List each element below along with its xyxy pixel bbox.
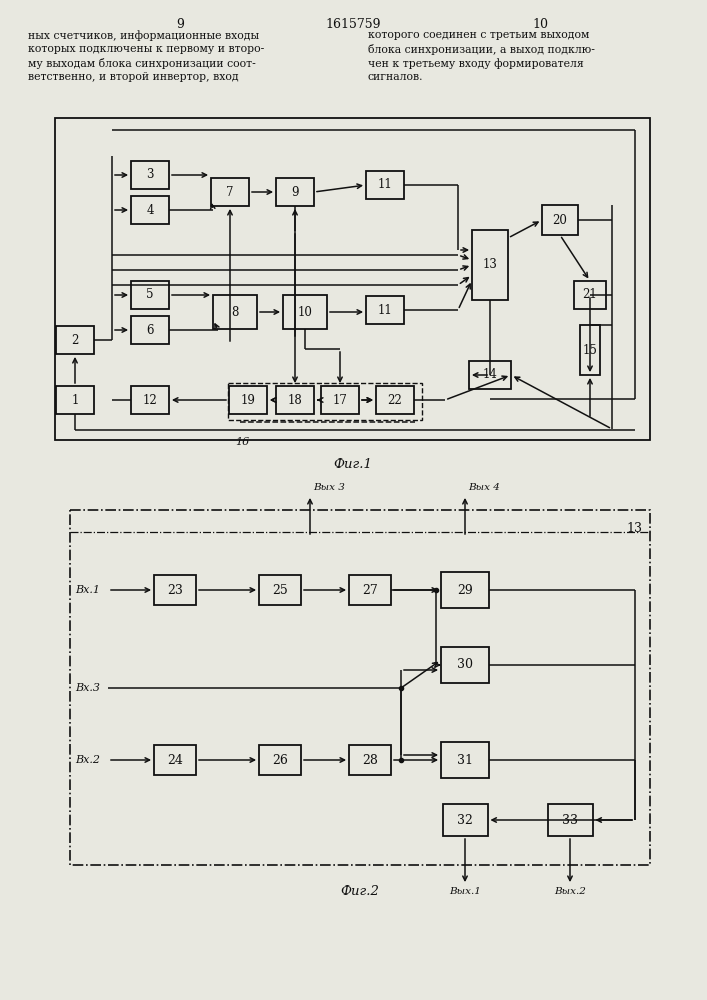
Bar bbox=[56, 326, 94, 354]
Text: 29: 29 bbox=[457, 584, 473, 596]
Bar bbox=[276, 386, 314, 414]
Text: Вых 3: Вых 3 bbox=[313, 483, 345, 492]
Text: 23: 23 bbox=[167, 584, 183, 596]
Bar bbox=[259, 745, 301, 775]
Text: 9: 9 bbox=[291, 186, 299, 198]
Text: 22: 22 bbox=[387, 393, 402, 406]
Text: 17: 17 bbox=[332, 393, 347, 406]
Bar bbox=[472, 230, 508, 300]
Text: 1615759: 1615759 bbox=[325, 18, 381, 31]
Text: 30: 30 bbox=[457, 658, 473, 672]
Bar bbox=[542, 205, 578, 235]
Bar bbox=[259, 575, 301, 605]
Text: 32: 32 bbox=[457, 814, 473, 826]
Text: 27: 27 bbox=[362, 584, 378, 596]
Text: 9: 9 bbox=[176, 18, 184, 31]
Text: 20: 20 bbox=[553, 214, 568, 227]
Bar bbox=[580, 325, 600, 375]
Text: Фиг.2: Фиг.2 bbox=[341, 885, 380, 898]
Bar bbox=[349, 575, 391, 605]
Bar bbox=[366, 171, 404, 199]
Text: 25: 25 bbox=[272, 584, 288, 596]
Bar bbox=[441, 742, 489, 778]
Text: ных счетчиков, информационные входы
которых подключены к первому и второ-
му вых: ных счетчиков, информационные входы кото… bbox=[28, 30, 264, 82]
Bar bbox=[321, 386, 359, 414]
Text: 3: 3 bbox=[146, 168, 153, 182]
Text: Вых.1: Вых.1 bbox=[449, 887, 481, 896]
Bar bbox=[55, 118, 650, 440]
Text: 10: 10 bbox=[298, 306, 312, 318]
Bar bbox=[443, 804, 488, 836]
Bar bbox=[154, 745, 196, 775]
Bar bbox=[131, 281, 169, 309]
Bar bbox=[376, 386, 414, 414]
Text: Вх.2: Вх.2 bbox=[75, 755, 100, 765]
Bar bbox=[574, 281, 606, 309]
Text: 2: 2 bbox=[71, 334, 78, 347]
Bar bbox=[70, 510, 650, 865]
Text: Вых 4: Вых 4 bbox=[468, 483, 500, 492]
Text: 6: 6 bbox=[146, 324, 153, 336]
Bar bbox=[547, 804, 592, 836]
Bar bbox=[441, 647, 489, 683]
Text: 15: 15 bbox=[583, 344, 597, 357]
Text: Фиг.1: Фиг.1 bbox=[333, 458, 372, 471]
Text: 16: 16 bbox=[235, 437, 250, 447]
Bar bbox=[228, 383, 422, 420]
Text: Вх.3: Вх.3 bbox=[75, 683, 100, 693]
Bar bbox=[229, 386, 267, 414]
Bar bbox=[131, 196, 169, 224]
Text: 1: 1 bbox=[71, 393, 78, 406]
Text: 19: 19 bbox=[240, 393, 255, 406]
Bar bbox=[131, 386, 169, 414]
Bar bbox=[56, 386, 94, 414]
Bar bbox=[211, 178, 249, 206]
Text: 7: 7 bbox=[226, 186, 234, 198]
Text: 21: 21 bbox=[583, 288, 597, 302]
Bar bbox=[283, 295, 327, 329]
Bar bbox=[349, 745, 391, 775]
Text: 8: 8 bbox=[231, 306, 239, 318]
Text: 14: 14 bbox=[483, 368, 498, 381]
Text: 33: 33 bbox=[562, 814, 578, 826]
Text: 11: 11 bbox=[378, 178, 392, 192]
Text: которого соединен с третьим выходом
блока синхронизации, а выход подклю-
чен к т: которого соединен с третьим выходом блок… bbox=[368, 30, 595, 82]
Text: 28: 28 bbox=[362, 754, 378, 766]
Text: 24: 24 bbox=[167, 754, 183, 766]
Text: 13: 13 bbox=[626, 522, 642, 535]
Bar bbox=[213, 295, 257, 329]
Text: 31: 31 bbox=[457, 754, 473, 766]
Text: 26: 26 bbox=[272, 754, 288, 766]
Text: 5: 5 bbox=[146, 288, 153, 302]
Text: 18: 18 bbox=[288, 393, 303, 406]
Bar bbox=[154, 575, 196, 605]
Text: 10: 10 bbox=[532, 18, 548, 31]
Bar bbox=[441, 572, 489, 608]
Bar bbox=[276, 178, 314, 206]
Text: 13: 13 bbox=[483, 258, 498, 271]
Bar bbox=[131, 316, 169, 344]
Bar bbox=[469, 361, 511, 389]
Bar bbox=[366, 296, 404, 324]
Text: 12: 12 bbox=[143, 393, 158, 406]
Text: 11: 11 bbox=[378, 304, 392, 316]
Text: Вх.1: Вх.1 bbox=[75, 585, 100, 595]
Text: Вых.2: Вых.2 bbox=[554, 887, 586, 896]
Bar bbox=[131, 161, 169, 189]
Text: 4: 4 bbox=[146, 204, 153, 217]
